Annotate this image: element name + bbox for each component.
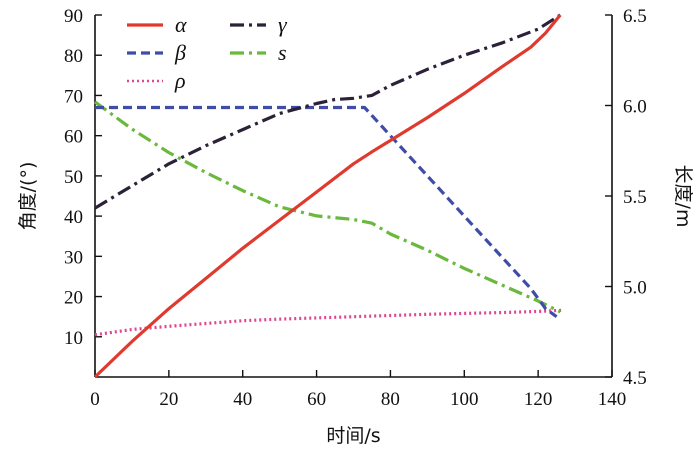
x-tick-label: 100 (450, 389, 479, 410)
left-y-tick-label: 60 (64, 127, 83, 148)
left-y-tick-label: 50 (64, 167, 83, 188)
legend-label-β: β (174, 40, 186, 65)
series-line-γ (94, 13, 562, 210)
x-tick-label: 40 (233, 389, 252, 410)
left-y-tick-label: 40 (64, 207, 83, 228)
right-y-tick-label: 5.5 (623, 187, 647, 208)
axes (94, 15, 613, 378)
left-y-tick-label: 10 (64, 328, 83, 349)
x-tick-label: 20 (159, 389, 178, 410)
left-y-axis-title: 角度/(°) (17, 162, 39, 231)
right-y-tick-label: 6.0 (623, 97, 647, 118)
left-y-tick-label: 80 (64, 46, 83, 67)
legend-label-γ: γ (278, 12, 288, 37)
left-y-tick-label: 20 (64, 288, 83, 309)
x-tick-label: 80 (381, 389, 400, 410)
x-tick-label: 60 (307, 389, 326, 410)
right-y-tick-label: 4.5 (623, 368, 647, 389)
left-y-tick-label: 70 (64, 86, 83, 107)
ticks: 0 20 40 60 80 100 120 140 10 20 30 40 50 60 70 80 90 4.5 5… (64, 6, 647, 410)
legend-label-ρ: ρ (174, 68, 186, 93)
series-line-α (93, 13, 562, 379)
legend-label-s: s (278, 40, 287, 65)
series-line-s (94, 100, 561, 314)
right-y-tick-label: 6.5 (623, 6, 647, 27)
right-y-axis-title: 长度/m (672, 165, 694, 228)
series-line-β (95, 105, 558, 318)
series-line-ρ (94, 308, 565, 337)
left-y-tick-label: 30 (64, 247, 83, 268)
x-tick-label: 140 (598, 389, 627, 410)
legend: α γ β s ρ (127, 12, 288, 93)
x-tick-label: 0 (90, 389, 100, 410)
left-y-tick-label: 90 (64, 6, 83, 27)
x-axis-title: 时间/s (326, 425, 380, 447)
legend-label-α: α (175, 12, 187, 37)
series-group (93, 13, 565, 379)
right-y-tick-label: 5.0 (623, 278, 647, 299)
x-tick-label: 120 (524, 389, 553, 410)
